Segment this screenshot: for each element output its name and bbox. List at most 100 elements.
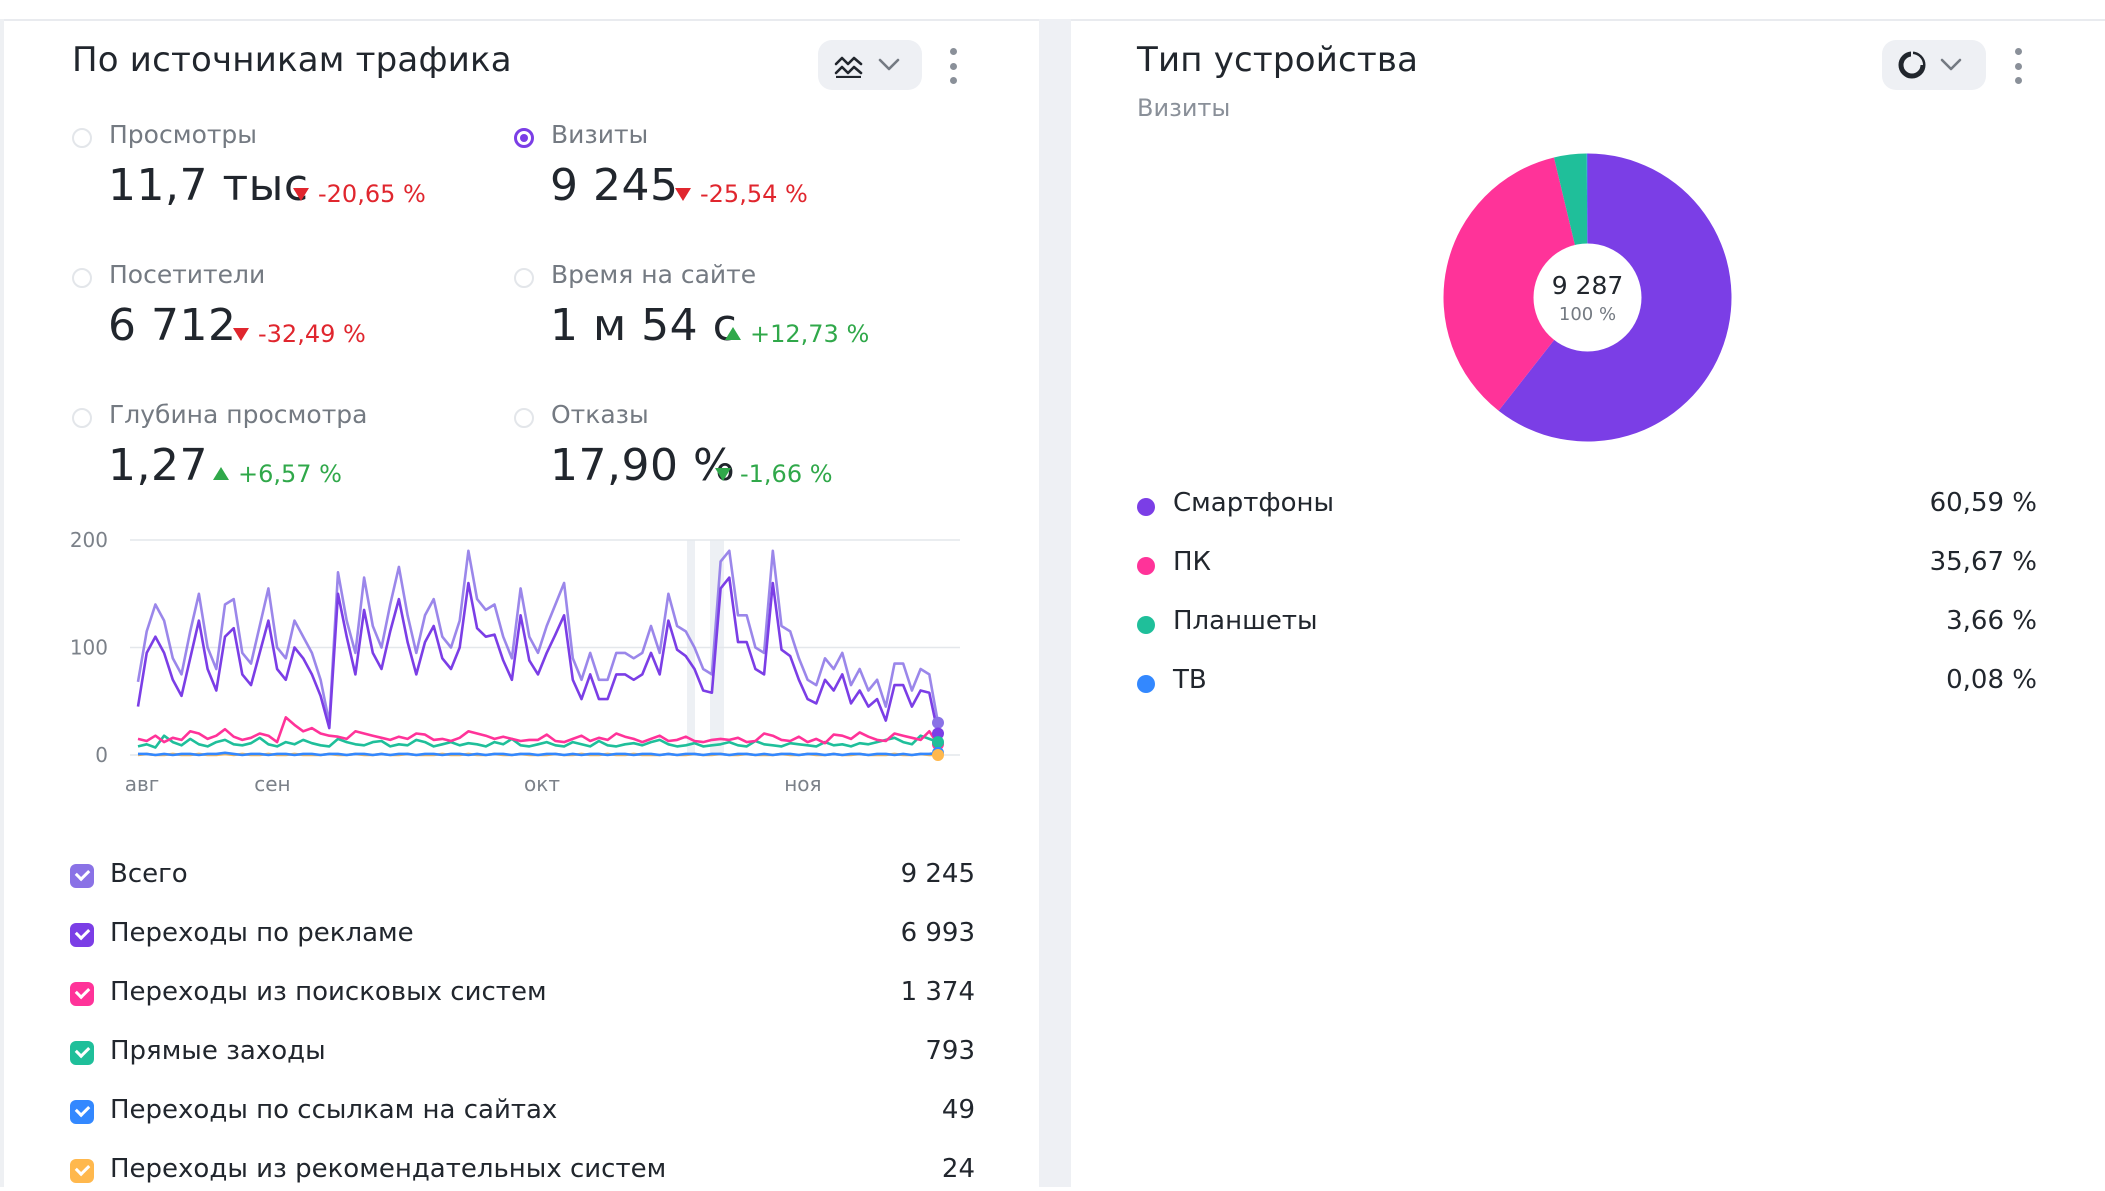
legend-dot-icon	[1137, 616, 1155, 634]
checkbox-checked-icon[interactable]	[70, 1100, 94, 1124]
widget-title: По источникам трафика	[72, 40, 512, 80]
more-options-icon[interactable]	[2013, 48, 2023, 84]
x-tick-label: окт	[524, 772, 560, 796]
traffic-sources-widget	[4, 21, 1039, 1187]
legend-item-total[interactable]: Всего 9 245	[70, 856, 975, 896]
metric-label: Визиты	[551, 120, 649, 149]
legend-item-search[interactable]: Переходы из поисковых систем 1 374	[70, 974, 975, 1014]
legend-dot-icon	[1137, 675, 1155, 693]
checkbox-checked-icon[interactable]	[70, 1041, 94, 1065]
checkbox-checked-icon[interactable]	[70, 982, 94, 1006]
checkbox-checked-icon[interactable]	[70, 1159, 94, 1183]
metric-label: Отказы	[551, 400, 649, 429]
more-options-icon[interactable]	[948, 48, 958, 84]
legend-value: 793	[925, 1036, 975, 1066]
legend-item-ads[interactable]: Переходы по рекламе 6 993	[70, 915, 975, 955]
y-tick-label: 0	[95, 743, 108, 767]
device-label: Смартфоны	[1173, 488, 1335, 518]
widget-subtitle: Визиты	[1137, 94, 1231, 122]
series-end-dot	[932, 736, 944, 749]
y-tick-label: 200	[70, 528, 108, 552]
traffic-line-chart[interactable]: 0 100 200 авг сен окт ноя	[60, 520, 980, 810]
triangle-down-icon	[675, 188, 691, 201]
chart-type-dropdown[interactable]	[818, 40, 922, 90]
device-row-pc[interactable]: ПК 35,67 %	[1137, 546, 2037, 586]
series-line	[136, 576, 940, 734]
device-share: 3,66 %	[1946, 606, 2037, 636]
legend-item-direct[interactable]: Прямые заходы 793	[70, 1033, 975, 1073]
donut-slice[interactable]	[1443, 157, 1588, 411]
metric-visits[interactable]: Визиты 9 245 -25,54 %	[514, 120, 934, 240]
metric-delta: +6,57 %	[212, 460, 342, 488]
metric-delta: -20,65 %	[292, 180, 426, 208]
legend-value: 49	[941, 1095, 975, 1125]
metric-delta: -32,49 %	[232, 320, 366, 348]
metric-value: 1,27	[108, 440, 208, 491]
pie-chart-icon	[1898, 51, 1926, 79]
metric-radio[interactable]	[72, 128, 92, 148]
legend-item-recommendations[interactable]: Переходы из рекомендательных систем 24	[70, 1151, 975, 1191]
triangle-up-icon	[213, 467, 229, 480]
top-border	[0, 0, 2105, 21]
metric-delta: +12,73 %	[724, 320, 869, 348]
legend-dot-icon	[1137, 498, 1155, 516]
metric-depth[interactable]: Глубина просмотра 1,27 +6,57 %	[72, 400, 492, 520]
metric-value: 9 245	[550, 160, 679, 211]
metric-value: 1 м 54 с	[550, 300, 738, 351]
widget-title: Тип устройства	[1137, 40, 1419, 80]
legend-value: 6 993	[900, 918, 975, 948]
donut-hole	[1533, 243, 1642, 352]
legend-value: 1 374	[900, 977, 975, 1007]
metric-label: Время на сайте	[551, 260, 757, 289]
legend-label: Прямые заходы	[110, 1036, 326, 1066]
triangle-down-icon	[233, 328, 249, 341]
chevron-down-icon	[878, 58, 900, 72]
metric-radio[interactable]	[514, 268, 534, 288]
x-tick-label: сен	[254, 772, 290, 796]
metric-delta: -1,66 %	[714, 460, 833, 488]
metric-bounce-rate[interactable]: Отказы 17,90 % -1,66 %	[514, 400, 934, 520]
metric-radio-selected[interactable]	[514, 128, 534, 148]
x-tick-label: ноя	[784, 772, 821, 796]
metric-label: Посетители	[109, 260, 266, 289]
metric-pageviews[interactable]: Просмотры 11,7 тыс -20,65 %	[72, 120, 492, 240]
chevron-down-icon	[1940, 58, 1962, 72]
legend-label: Переходы из поисковых систем	[110, 977, 547, 1007]
metric-label: Просмотры	[109, 120, 258, 149]
device-share: 0,08 %	[1946, 665, 2037, 695]
device-row-tablets[interactable]: Планшеты 3,66 %	[1137, 605, 2037, 645]
x-tick-label: авг	[125, 772, 160, 796]
metric-visitors[interactable]: Посетители 6 712 -32,49 %	[72, 260, 492, 380]
device-label: ТВ	[1173, 665, 1207, 695]
device-row-smartphones[interactable]: Смартфоны 60,59 %	[1137, 487, 2037, 527]
metric-radio[interactable]	[72, 268, 92, 288]
device-share: 35,67 %	[1929, 547, 2037, 577]
series-end-dot	[932, 727, 944, 740]
device-row-tv[interactable]: ТВ 0,08 %	[1137, 664, 2037, 704]
device-donut-chart[interactable]: 9 287 100 %	[1440, 150, 1735, 445]
metric-value: 6 712	[108, 300, 237, 351]
series-line	[136, 549, 940, 725]
checkbox-checked-icon[interactable]	[70, 864, 94, 888]
legend-label: Всего	[110, 859, 188, 889]
legend-dot-icon	[1137, 557, 1155, 575]
donut-total-percent: 100 %	[1559, 304, 1616, 325]
series-line	[137, 716, 940, 746]
triangle-up-icon	[725, 327, 741, 340]
metric-radio[interactable]	[72, 408, 92, 428]
legend-item-links[interactable]: Переходы по ссылкам на сайтах 49	[70, 1092, 975, 1132]
series-line	[137, 734, 939, 749]
metric-value: 11,7 тыс	[108, 160, 309, 211]
chart-type-dropdown[interactable]	[1882, 40, 1986, 90]
legend-label: Переходы по рекламе	[110, 918, 414, 948]
checkbox-checked-icon[interactable]	[70, 923, 94, 947]
left-edge	[0, 19, 4, 1187]
line-chart-icon	[834, 52, 864, 78]
legend-value: 9 245	[900, 859, 975, 889]
metric-radio[interactable]	[514, 408, 534, 428]
series-end-dot	[932, 716, 944, 729]
metric-delta: -25,54 %	[674, 180, 808, 208]
donut-slice[interactable]	[1586, 153, 1588, 298]
metric-time-on-site[interactable]: Время на сайте 1 м 54 с +12,73 %	[514, 260, 934, 380]
metric-value: 17,90 %	[550, 440, 736, 491]
